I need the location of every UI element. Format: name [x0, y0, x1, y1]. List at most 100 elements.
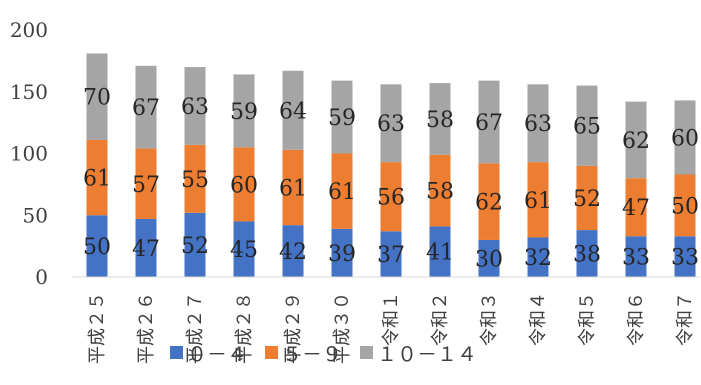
bar-segment-2 [282, 149, 304, 226]
bar-segment-3 [331, 80, 353, 154]
bar-segment-1 [527, 237, 549, 277]
y-tick-label: 200 [10, 18, 48, 42]
data-label: 60 [230, 173, 258, 198]
category-label: 平成２８ [234, 292, 255, 364]
data-label: 63 [181, 95, 209, 120]
bar-segment-1 [184, 212, 206, 277]
legend-item-10-14: １０－１４ [360, 338, 477, 367]
legend-item-0-4: ０－４ [170, 338, 247, 367]
data-label: 65 [573, 115, 601, 140]
category-label: 令和６ [626, 292, 647, 346]
data-label: 39 [328, 242, 356, 267]
bar-segment-1 [576, 230, 598, 277]
legend-swatch-10-14 [360, 345, 373, 359]
bar-segment-3 [674, 100, 696, 175]
bar-segment-3 [282, 70, 304, 150]
bar-segment-2 [478, 163, 500, 240]
category-label: 平成３０ [332, 292, 353, 364]
bar-segment-1 [331, 228, 353, 277]
category-label: 平成２５ [87, 292, 108, 364]
bar-segment-1 [135, 218, 157, 277]
data-label: 52 [573, 187, 601, 212]
category-label: 平成２９ [283, 292, 304, 364]
data-label: 67 [475, 111, 503, 136]
bar-segment-2 [233, 147, 255, 222]
bar-segment-3 [184, 67, 206, 145]
legend-label-0-4: ０－４ [187, 341, 247, 366]
bar-segment-2 [86, 139, 108, 216]
legend: ０－４ ５－９ １０－１４ [170, 337, 477, 367]
data-label: 55 [181, 168, 209, 193]
category-label: 平成２７ [185, 292, 206, 364]
bar-segment-2 [331, 153, 353, 229]
data-label: 42 [279, 240, 307, 265]
bar-segment-3 [576, 85, 598, 166]
legend-label-5-9: ５－９ [282, 341, 342, 366]
category-label: 令和４ [528, 292, 549, 346]
bar-segment-2 [184, 144, 206, 213]
bar-segment-2 [674, 174, 696, 237]
data-label: 50 [671, 194, 699, 219]
y-tick-label: 50 [23, 203, 48, 227]
legend-label-10-14: １０－１４ [377, 341, 477, 366]
data-label: 41 [426, 241, 454, 266]
bar-segment-2 [380, 162, 402, 232]
bar-segment-3 [478, 80, 500, 164]
data-label: 59 [328, 106, 356, 131]
bar-segment-2 [576, 165, 598, 231]
y-tick-label: 150 [10, 80, 48, 104]
bar-segment-3 [86, 53, 108, 140]
data-label: 60 [671, 126, 699, 151]
bar-segment-3 [429, 83, 451, 155]
bar-segment-2 [527, 162, 549, 238]
category-label: 令和２ [430, 292, 451, 346]
bar-segment-3 [380, 84, 402, 163]
data-label: 70 [83, 86, 111, 111]
y-axis: 0 50 100 150 200 [10, 18, 48, 289]
data-label: 47 [622, 196, 650, 221]
data-label: 64 [279, 99, 307, 124]
bar-segment-1 [233, 221, 255, 277]
category-label: 令和３ [479, 292, 500, 346]
y-tick-label: 0 [35, 265, 48, 289]
bar-segment-1 [282, 225, 304, 277]
x-axis: 平成２５ 平成２６ 平成２７ 平成２８ 平成２９ 平成３０ 令和１ 令和２ 令和３ 令和４ 令和５ 令… [72, 276, 700, 364]
data-label: 61 [328, 180, 356, 205]
bar-segment-1 [478, 239, 500, 277]
data-label: 58 [426, 180, 454, 205]
legend-item-5-9: ５－９ [265, 338, 342, 367]
data-label: 58 [426, 108, 454, 133]
data-label: 67 [132, 96, 160, 121]
bar-segment-1 [429, 226, 451, 277]
data-label: 62 [475, 191, 503, 216]
data-label: 59 [230, 100, 258, 125]
data-label: 33 [671, 246, 699, 271]
bars [86, 53, 696, 277]
bar-segment-3 [233, 74, 255, 148]
bar-segment-3 [135, 65, 157, 149]
bar-segment-1 [625, 236, 647, 277]
data-label: 63 [524, 112, 552, 137]
data-label: 61 [83, 167, 111, 192]
category-label: 令和５ [577, 292, 598, 346]
bar-segment-1 [86, 215, 108, 277]
bar-segment-3 [527, 84, 549, 163]
data-label: 50 [83, 235, 111, 260]
category-label: 令和７ [675, 292, 696, 346]
data-label: 62 [622, 129, 650, 154]
data-label: 61 [524, 189, 552, 214]
data-label: 32 [524, 246, 552, 271]
bar-segment-1 [380, 231, 402, 277]
data-label: 47 [132, 237, 160, 262]
bar-segment-1 [674, 236, 696, 277]
data-label: 56 [377, 186, 405, 211]
data-label: 57 [132, 173, 160, 198]
data-label: 37 [377, 243, 405, 268]
data-label: 52 [181, 234, 209, 259]
legend-swatch-0-4 [170, 345, 183, 359]
category-label: 平成２６ [136, 292, 157, 364]
data-label: 45 [230, 238, 258, 263]
data-label: 61 [279, 176, 307, 201]
bar-segment-2 [135, 148, 157, 219]
